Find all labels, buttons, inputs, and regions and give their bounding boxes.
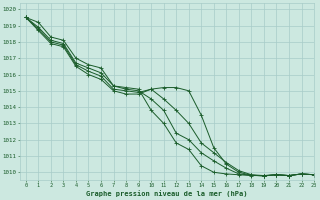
X-axis label: Graphe pression niveau de la mer (hPa): Graphe pression niveau de la mer (hPa)	[86, 190, 248, 197]
